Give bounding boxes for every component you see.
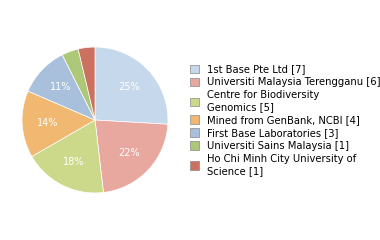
Text: 18%: 18% xyxy=(63,157,84,167)
Text: 14%: 14% xyxy=(37,118,59,128)
Text: 11%: 11% xyxy=(50,83,71,92)
Wedge shape xyxy=(95,47,168,124)
Wedge shape xyxy=(28,55,95,120)
Wedge shape xyxy=(95,120,168,192)
Wedge shape xyxy=(32,120,103,193)
Wedge shape xyxy=(22,91,95,156)
Text: 25%: 25% xyxy=(119,83,140,92)
Wedge shape xyxy=(62,49,95,120)
Text: 22%: 22% xyxy=(119,148,140,157)
Legend: 1st Base Pte Ltd [7], Universiti Malaysia Terengganu [6], Centre for Biodiversit: 1st Base Pte Ltd [7], Universiti Malaysi… xyxy=(190,64,380,176)
Wedge shape xyxy=(78,47,95,120)
